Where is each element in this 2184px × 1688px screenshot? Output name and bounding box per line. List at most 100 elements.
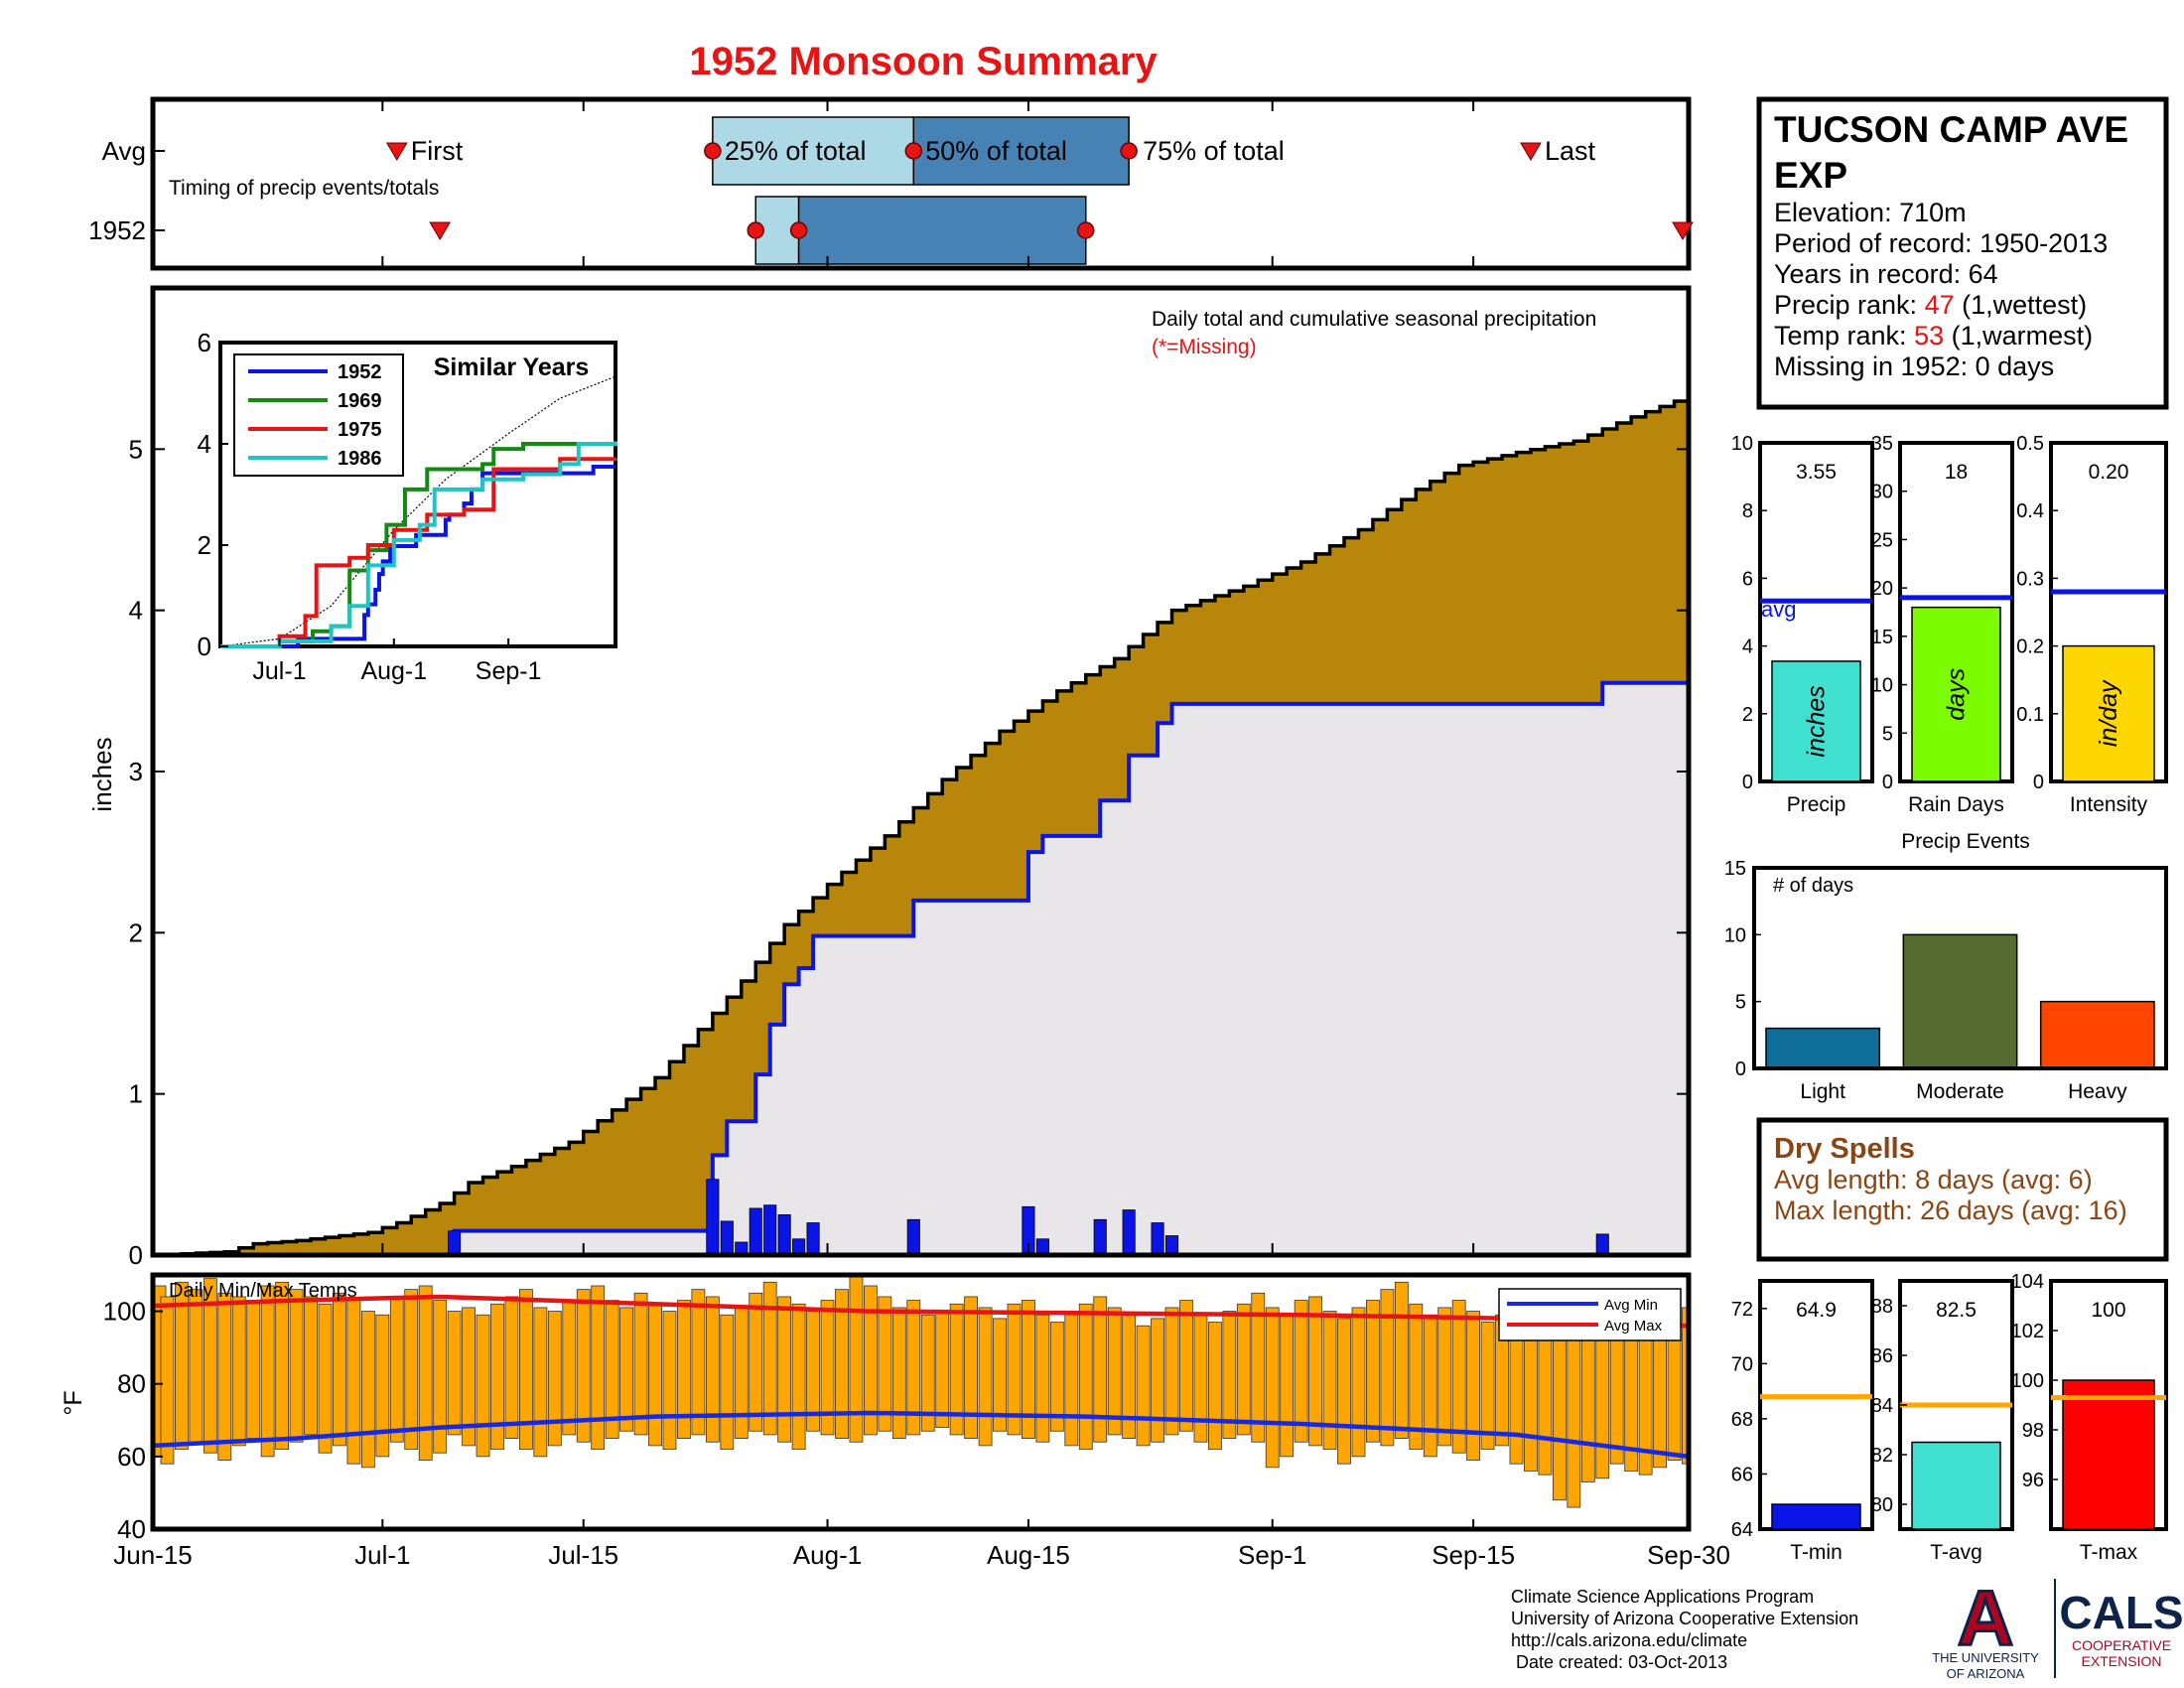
daily-temp-range-bar — [476, 1314, 490, 1458]
precip-panel-ytick-label: 10 — [1731, 433, 1753, 455]
daily-temp-range-bar — [1078, 1303, 1093, 1450]
daily-temp-range-bar — [1451, 1300, 1466, 1454]
raindays-panel-ytick-label: 15 — [1871, 627, 1893, 648]
timing-avg-p25-marker — [704, 142, 722, 160]
daily-temp-range-bar — [835, 1289, 849, 1439]
temp-ytick-label: 60 — [117, 1442, 146, 1472]
daily-temp-range-bar — [519, 1289, 533, 1450]
ua-logo-line2: OF ARIZONA — [1947, 1666, 2025, 1681]
daily-temp-range-bar — [1222, 1311, 1237, 1439]
daily-temp-range-bar — [849, 1274, 864, 1443]
station-elevation: Elevation: 710m — [1774, 198, 1967, 227]
temp-rank-value: 53 — [1914, 321, 1944, 351]
daily-precip-bar — [1164, 1235, 1179, 1256]
daily-temp-range-bar — [447, 1311, 462, 1436]
daily-precip-bar — [806, 1222, 820, 1256]
daily-precip-bars — [448, 1179, 1609, 1256]
daily-temp-range-bar — [1423, 1314, 1437, 1458]
raindays-panel-value: 18 — [1945, 461, 1968, 484]
daily-temp-range-bar — [1136, 1325, 1151, 1447]
season-precip-panels: avg 0 2 4 6 8 10 3.55 inches Precip 0 5 10 15 20 25 30 35… — [1731, 433, 2168, 816]
daily-temp-range-bar — [260, 1285, 275, 1458]
tmin-panel-bar — [1771, 1503, 1861, 1530]
daily-temp-range-bar — [1207, 1322, 1222, 1450]
daily-temp-range-bar — [1394, 1281, 1409, 1439]
temp-bars — [152, 1274, 1690, 1508]
events-title: Precip Events — [1901, 830, 2030, 853]
daily-temp-range-bar — [246, 1300, 261, 1439]
events-bar-light — [1765, 1027, 1881, 1069]
daily-temp-range-bar — [418, 1285, 433, 1461]
inset-series-1969 — [220, 441, 617, 648]
tavg-panel-label: T-avg — [1930, 1541, 1982, 1564]
daily-precip-bar — [1093, 1218, 1107, 1256]
precip-panel-avg-label: avg — [1761, 597, 1796, 622]
timing-marks: First 25% of total 50% of total 75% of tota… — [152, 99, 1694, 268]
cumulative-areas — [153, 395, 1691, 1257]
temp-ytick-label: 40 — [117, 1514, 146, 1544]
timing-avg-box-25-50 — [712, 116, 915, 186]
main-ytick-label: 1 — [129, 1079, 143, 1109]
station-missing: Missing in 1952: 0 days — [1774, 352, 2054, 381]
main-axes: 0 1 2 3 4 5 — [129, 434, 1690, 1270]
timing-avg-last-marker — [1520, 142, 1542, 161]
temp-title: Daily Min/Max Temps — [169, 1280, 357, 1302]
daily-temp-range-bar — [648, 1303, 662, 1447]
avg-min-legend-label: Avg Min — [1604, 1297, 1658, 1314]
avg-max-legend-label: Avg Max — [1604, 1318, 1663, 1335]
ua-logo-letter: A — [1958, 1574, 2013, 1661]
temp-xtick-label: Aug-15 — [987, 1540, 1070, 1570]
ua-logo-line1: THE UNIVERSITY — [1932, 1650, 2039, 1665]
raindays-panel-ytick-label: 25 — [1871, 529, 1893, 551]
daily-temp-range-bar — [1380, 1289, 1395, 1447]
daily-temp-range-bar — [203, 1278, 217, 1454]
daily-temp-range-bar — [1437, 1307, 1452, 1447]
tmax-panel-bar — [2062, 1379, 2155, 1530]
daily-temp-range-bar — [619, 1307, 634, 1432]
daily-temp-range-bar — [304, 1296, 318, 1436]
timing-avg-p75-marker — [1120, 142, 1138, 160]
daily-temp-range-bar — [404, 1289, 419, 1450]
daily-temp-range-bar — [1552, 1325, 1567, 1501]
events-plot-frame — [1752, 866, 2168, 1070]
intensity-panel-ytick-label: 0.4 — [2016, 500, 2044, 522]
daily-temp-range-bar — [1107, 1307, 1122, 1436]
raindays-panel-ytick-label: 35 — [1871, 433, 1893, 455]
missing-note: (*=Missing) — [1152, 336, 1257, 358]
tmax-panel-ytick-label: 102 — [2011, 1321, 2044, 1342]
inset-ytick-label: 6 — [198, 328, 211, 357]
daily-temp-range-bar — [562, 1300, 577, 1436]
daily-temp-range-bar — [920, 1314, 935, 1432]
timing-year-first-marker — [429, 221, 452, 240]
timing-row-year-label: 1952 — [88, 215, 146, 245]
daily-temp-range-bar — [289, 1289, 304, 1443]
tavg-panel-ytick-label: 88 — [1871, 1296, 1893, 1318]
daily-temp-range-bar — [217, 1292, 232, 1461]
intensity-panel-ytick-label: 0.1 — [2016, 704, 2044, 726]
dry-spells-frame — [1756, 1117, 2169, 1262]
daily-temp-range-bar — [949, 1303, 964, 1436]
inset-xtick-label: Sep-1 — [476, 657, 542, 685]
daily-precip-bar — [1122, 1209, 1136, 1256]
season-temp-panels: 64 66 68 70 72 64.9 T-min 80 82 84 86 88 82.5 T-avg 96… — [1731, 1271, 2168, 1564]
main-ytick-label: 3 — [129, 757, 143, 786]
daily-temp-range-bar — [1251, 1292, 1266, 1443]
precip-panel-ytick-label: 0 — [1742, 772, 1753, 793]
intensity-panel-ytick-label: 0.3 — [2016, 568, 2044, 590]
daily-temp-range-bar — [978, 1307, 993, 1447]
daily-temp-range-bar — [993, 1318, 1007, 1432]
credits-line2: University of Arizona Cooperative Extens… — [1511, 1609, 1858, 1628]
inset-title: Similar Years — [434, 353, 590, 381]
intensity-panel-label: Intensity — [2070, 793, 2148, 816]
daily-temp-range-bar — [1007, 1303, 1022, 1436]
intensity-panel-unit: in/day — [2095, 679, 2122, 747]
figure-title: 1952 Monsoon Summary — [689, 40, 1158, 83]
inset-xtick-label: Jul-1 — [252, 657, 306, 685]
intensity-panel-value: 0.20 — [2089, 461, 2129, 484]
events-ytick-label: 0 — [1735, 1058, 1746, 1080]
daily-temp-range-bar — [576, 1289, 591, 1443]
inset-legend-label-1952: 1952 — [338, 361, 382, 383]
daily-precip-bar — [749, 1207, 762, 1256]
events-category-label: Moderate — [1916, 1080, 2004, 1103]
timing-row-avg-label: Avg — [102, 136, 146, 166]
